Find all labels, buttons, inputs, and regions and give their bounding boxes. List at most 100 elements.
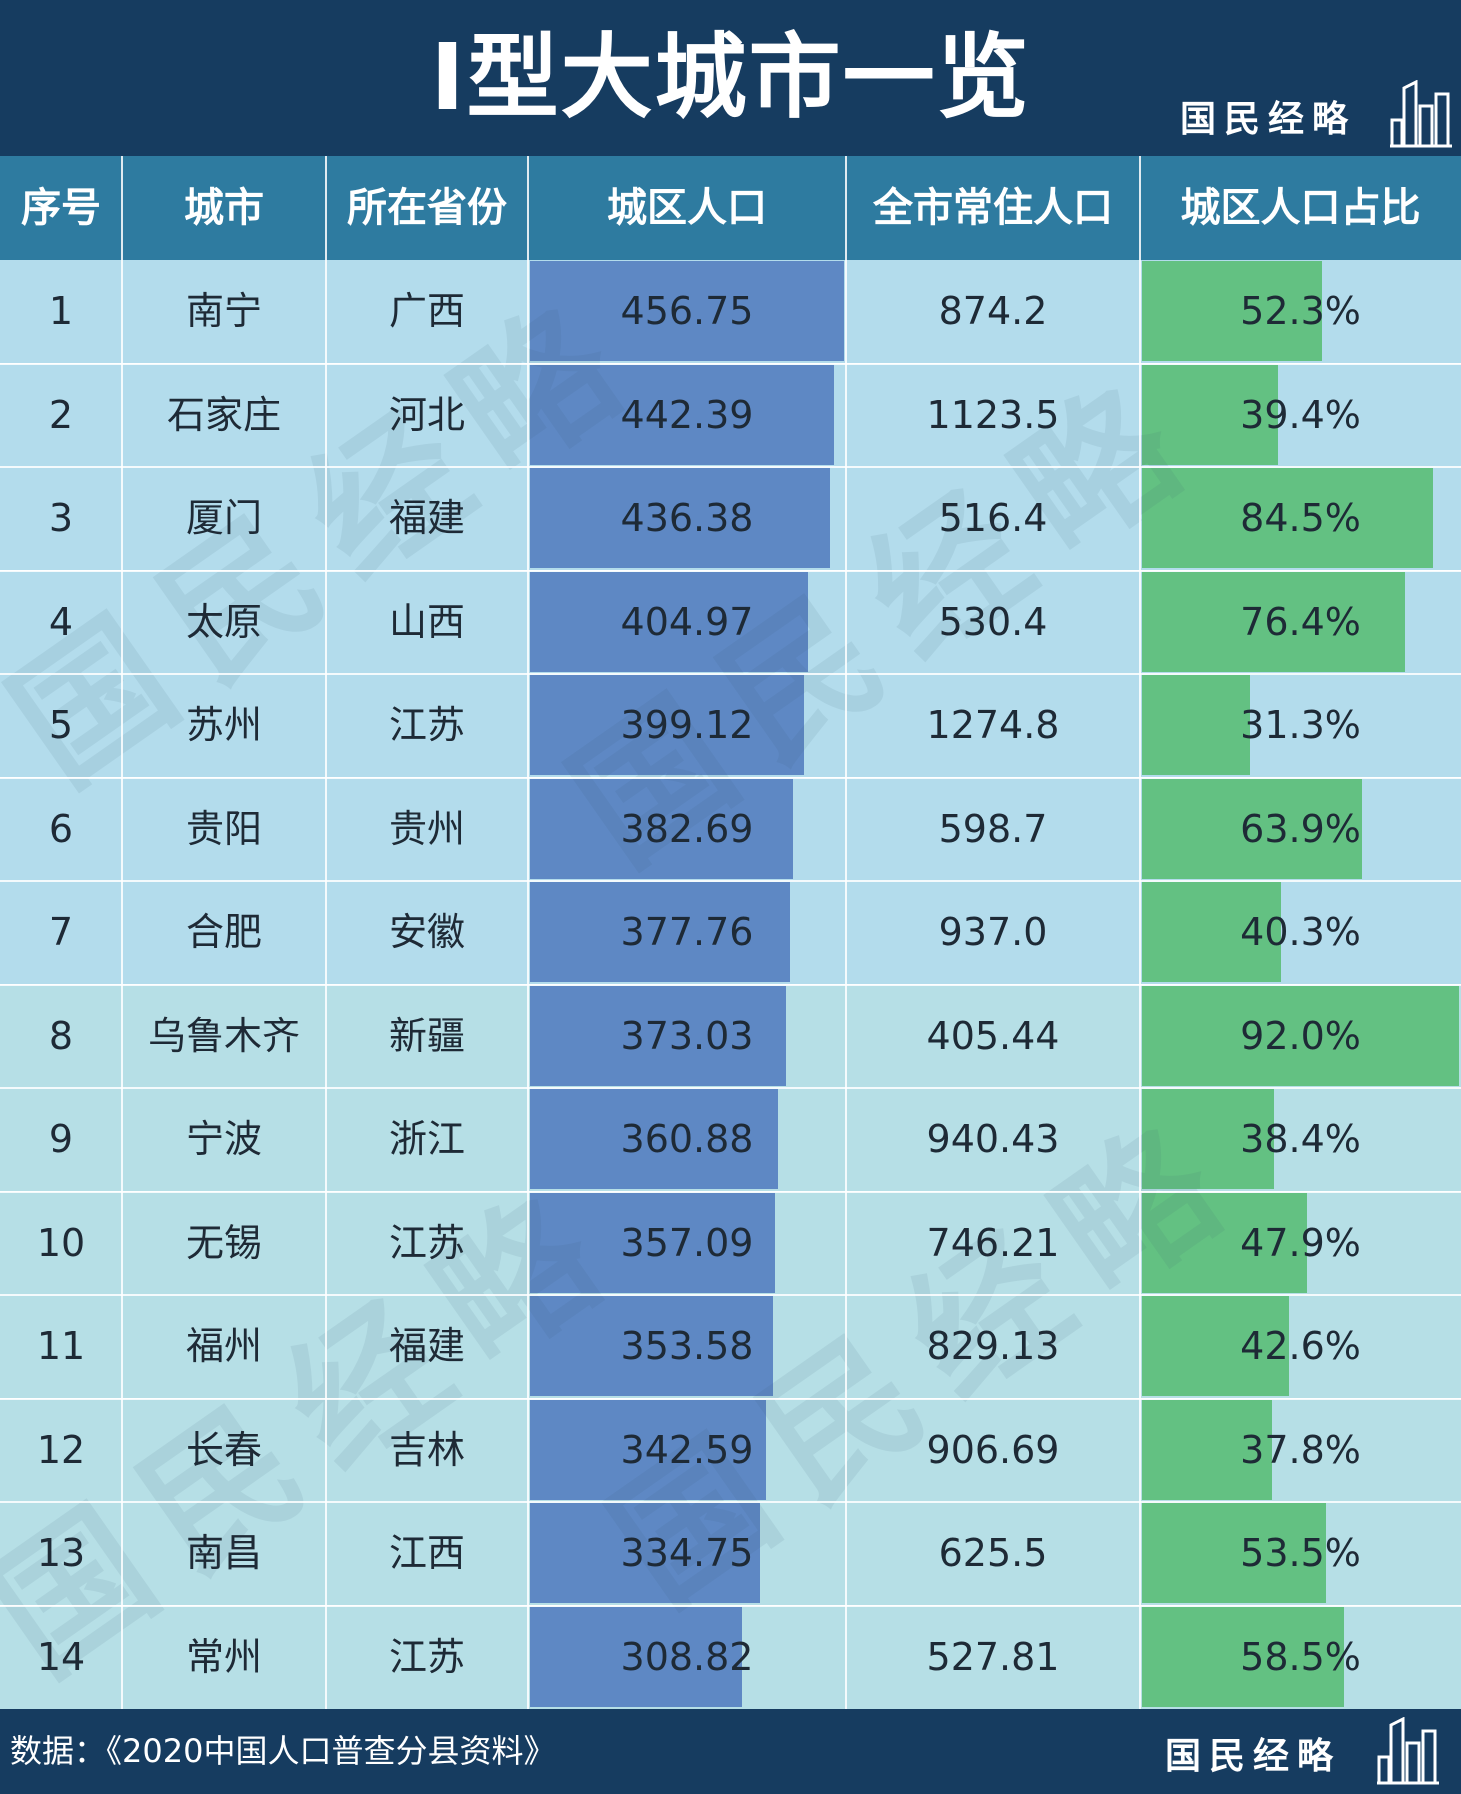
- total-population-cell: 829.13: [926, 1324, 1060, 1368]
- column-divider: [1139, 156, 1141, 1709]
- city-cell: 贵阳: [185, 806, 262, 851]
- province-cell: 江苏: [388, 703, 465, 747]
- total-population-cell: 527.81: [926, 1634, 1060, 1679]
- urban-share-cell: 52.3%: [1240, 289, 1361, 333]
- city-cell: 无锡: [185, 1220, 262, 1265]
- rank-cell: 4: [48, 599, 74, 644]
- city-cell: 太原: [185, 599, 262, 644]
- urban-population-bar: [530, 1089, 779, 1189]
- urban-share-bar: [1142, 468, 1434, 568]
- table-row: 3 厦门 福建 436.38 516.4 84.5%: [0, 467, 1461, 570]
- urban-population-bar: [530, 1296, 774, 1396]
- urban-share-bar: [1142, 882, 1281, 982]
- column-header-urban-population: 城区人口: [607, 185, 767, 231]
- row-divider: [0, 880, 1461, 882]
- urban-population-bar: [530, 261, 844, 361]
- city-cell: 长春: [185, 1427, 262, 1472]
- urban-share-cell: 58.5%: [1240, 1634, 1361, 1679]
- city-cell: 南宁: [185, 289, 262, 333]
- row-divider: [0, 1294, 1461, 1296]
- total-population-cell: 405.44: [926, 1013, 1060, 1058]
- rank-cell: 3: [48, 496, 74, 540]
- urban-share-bar: [1142, 1399, 1273, 1500]
- urban-population-bar: [530, 1503, 761, 1603]
- rank-cell: 2: [48, 392, 74, 437]
- province-cell: 广西: [388, 289, 465, 333]
- urban-population-cell: 357.09: [620, 1220, 754, 1265]
- city-cell: 南昌: [185, 1531, 262, 1575]
- column-divider: [325, 156, 327, 1709]
- urban-population-bar: [530, 468, 830, 568]
- row-divider: [0, 1604, 1461, 1607]
- city-cell: 宁波: [185, 1117, 262, 1161]
- urban-share-bar: [1142, 364, 1278, 465]
- total-population-cell: 940.43: [926, 1117, 1060, 1161]
- row-divider: [0, 466, 1461, 468]
- urban-share-cell: 76.4%: [1240, 599, 1361, 644]
- urban-population-cell: 404.97: [620, 599, 754, 644]
- province-cell: 江苏: [388, 1220, 465, 1265]
- urban-population-bar: [530, 985, 787, 1086]
- urban-share-cell: 38.4%: [1240, 1117, 1361, 1161]
- rank-cell: 1: [48, 289, 74, 333]
- table-row: 6 贵阳 贵州 382.69 598.7 63.9%: [0, 777, 1461, 881]
- table-row: 10 无锡 江苏 357.09 746.21 47.9%: [0, 1191, 1461, 1295]
- urban-share-cell: 42.6%: [1240, 1324, 1361, 1368]
- urban-share-bar: [1142, 675, 1250, 775]
- row-divider: [0, 362, 1461, 365]
- row-divider: [0, 1397, 1461, 1400]
- column-divider: [845, 156, 847, 1709]
- urban-population-bar: [530, 675, 805, 775]
- urban-share-cell: 40.3%: [1240, 910, 1361, 954]
- row-divider: [0, 1501, 1461, 1503]
- column-header-urban-share: 城区人口占比: [1180, 185, 1421, 231]
- province-cell: 浙江: [388, 1117, 465, 1161]
- table-body: 1 南宁 广西 456.75 874.2 52.3% 2 石家庄 河北 442.39 1123.5 3…: [0, 260, 1461, 1709]
- column-header-province: 所在省份: [347, 185, 507, 231]
- column-header-rank: 序号: [21, 185, 101, 231]
- table-row: 4 太原 山西 404.97 530.4 76.4%: [0, 570, 1461, 674]
- urban-population-cell: 308.82: [620, 1634, 754, 1679]
- total-population-cell: 625.5: [938, 1531, 1048, 1575]
- urban-population-cell: 360.88: [620, 1117, 754, 1161]
- province-cell: 江苏: [388, 1634, 465, 1679]
- urban-share-bar: [1142, 1503, 1327, 1603]
- city-skyline-icon: [1390, 80, 1452, 148]
- table-row: 12 长春 吉林 342.59 906.69 37.8%: [0, 1398, 1461, 1502]
- rank-cell: 9: [48, 1117, 74, 1161]
- table-row: 2 石家庄 河北 442.39 1123.5 39.4%: [0, 363, 1461, 467]
- footer-bar: [0, 1709, 1461, 1794]
- total-population-cell: 874.2: [938, 289, 1048, 333]
- city-cell: 福州: [185, 1324, 262, 1368]
- city-cell: 乌鲁木齐: [147, 1013, 300, 1058]
- page-title: I型大城市一览: [430, 24, 1031, 131]
- table-row: 13 南昌 江西 334.75 625.5 53.5%: [0, 1502, 1461, 1605]
- total-population-cell: 516.4: [938, 496, 1048, 540]
- brand-logo-text: 国民经略: [1165, 1736, 1342, 1777]
- urban-share-bar: [1142, 1296, 1289, 1396]
- urban-population-cell: 442.39: [620, 392, 754, 437]
- province-cell: 山西: [388, 599, 465, 644]
- brand-logo-text: 国民经略: [1180, 99, 1357, 140]
- row-divider: [0, 1190, 1461, 1193]
- table-header: 序号 城市 所在省份 城区人口 全市常住人口 城区人口占比: [0, 156, 1461, 260]
- table-row: 7 合肥 安徽 377.76 937.0 40.3%: [0, 881, 1461, 984]
- data-source-note: 数据：《2020中国人口普查分县资料》: [10, 1732, 556, 1770]
- urban-population-cell: 377.76: [620, 910, 754, 954]
- column-header-city: 城市: [184, 185, 264, 231]
- total-population-cell: 937.0: [938, 910, 1048, 954]
- urban-share-bar: [1142, 778, 1363, 879]
- urban-share-cell: 39.4%: [1240, 392, 1361, 437]
- rank-cell: 10: [36, 1220, 86, 1265]
- table-row: 11 福州 福建 353.58 829.13 42.6%: [0, 1295, 1461, 1398]
- rank-cell: 8: [48, 1013, 74, 1058]
- total-population-cell: 906.69: [926, 1427, 1060, 1472]
- row-divider: [0, 1087, 1461, 1089]
- rank-cell: 5: [48, 703, 74, 747]
- urban-population-cell: 436.38: [620, 496, 754, 540]
- urban-population-bar: [530, 571, 809, 672]
- urban-population-bar: [530, 1606, 743, 1707]
- table-row: 14 常州 江苏 308.82 527.81 58.5%: [0, 1605, 1461, 1709]
- urban-population-cell: 456.75: [620, 289, 754, 333]
- total-population-cell: 530.4: [938, 599, 1048, 644]
